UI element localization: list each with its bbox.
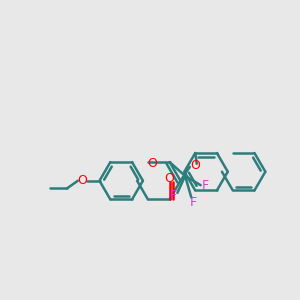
Text: O: O	[77, 174, 87, 187]
Text: O: O	[148, 157, 158, 170]
Text: F: F	[202, 179, 209, 192]
Text: O: O	[165, 172, 175, 185]
Text: O: O	[190, 159, 200, 172]
Text: F: F	[189, 196, 197, 208]
Text: F: F	[170, 190, 177, 202]
